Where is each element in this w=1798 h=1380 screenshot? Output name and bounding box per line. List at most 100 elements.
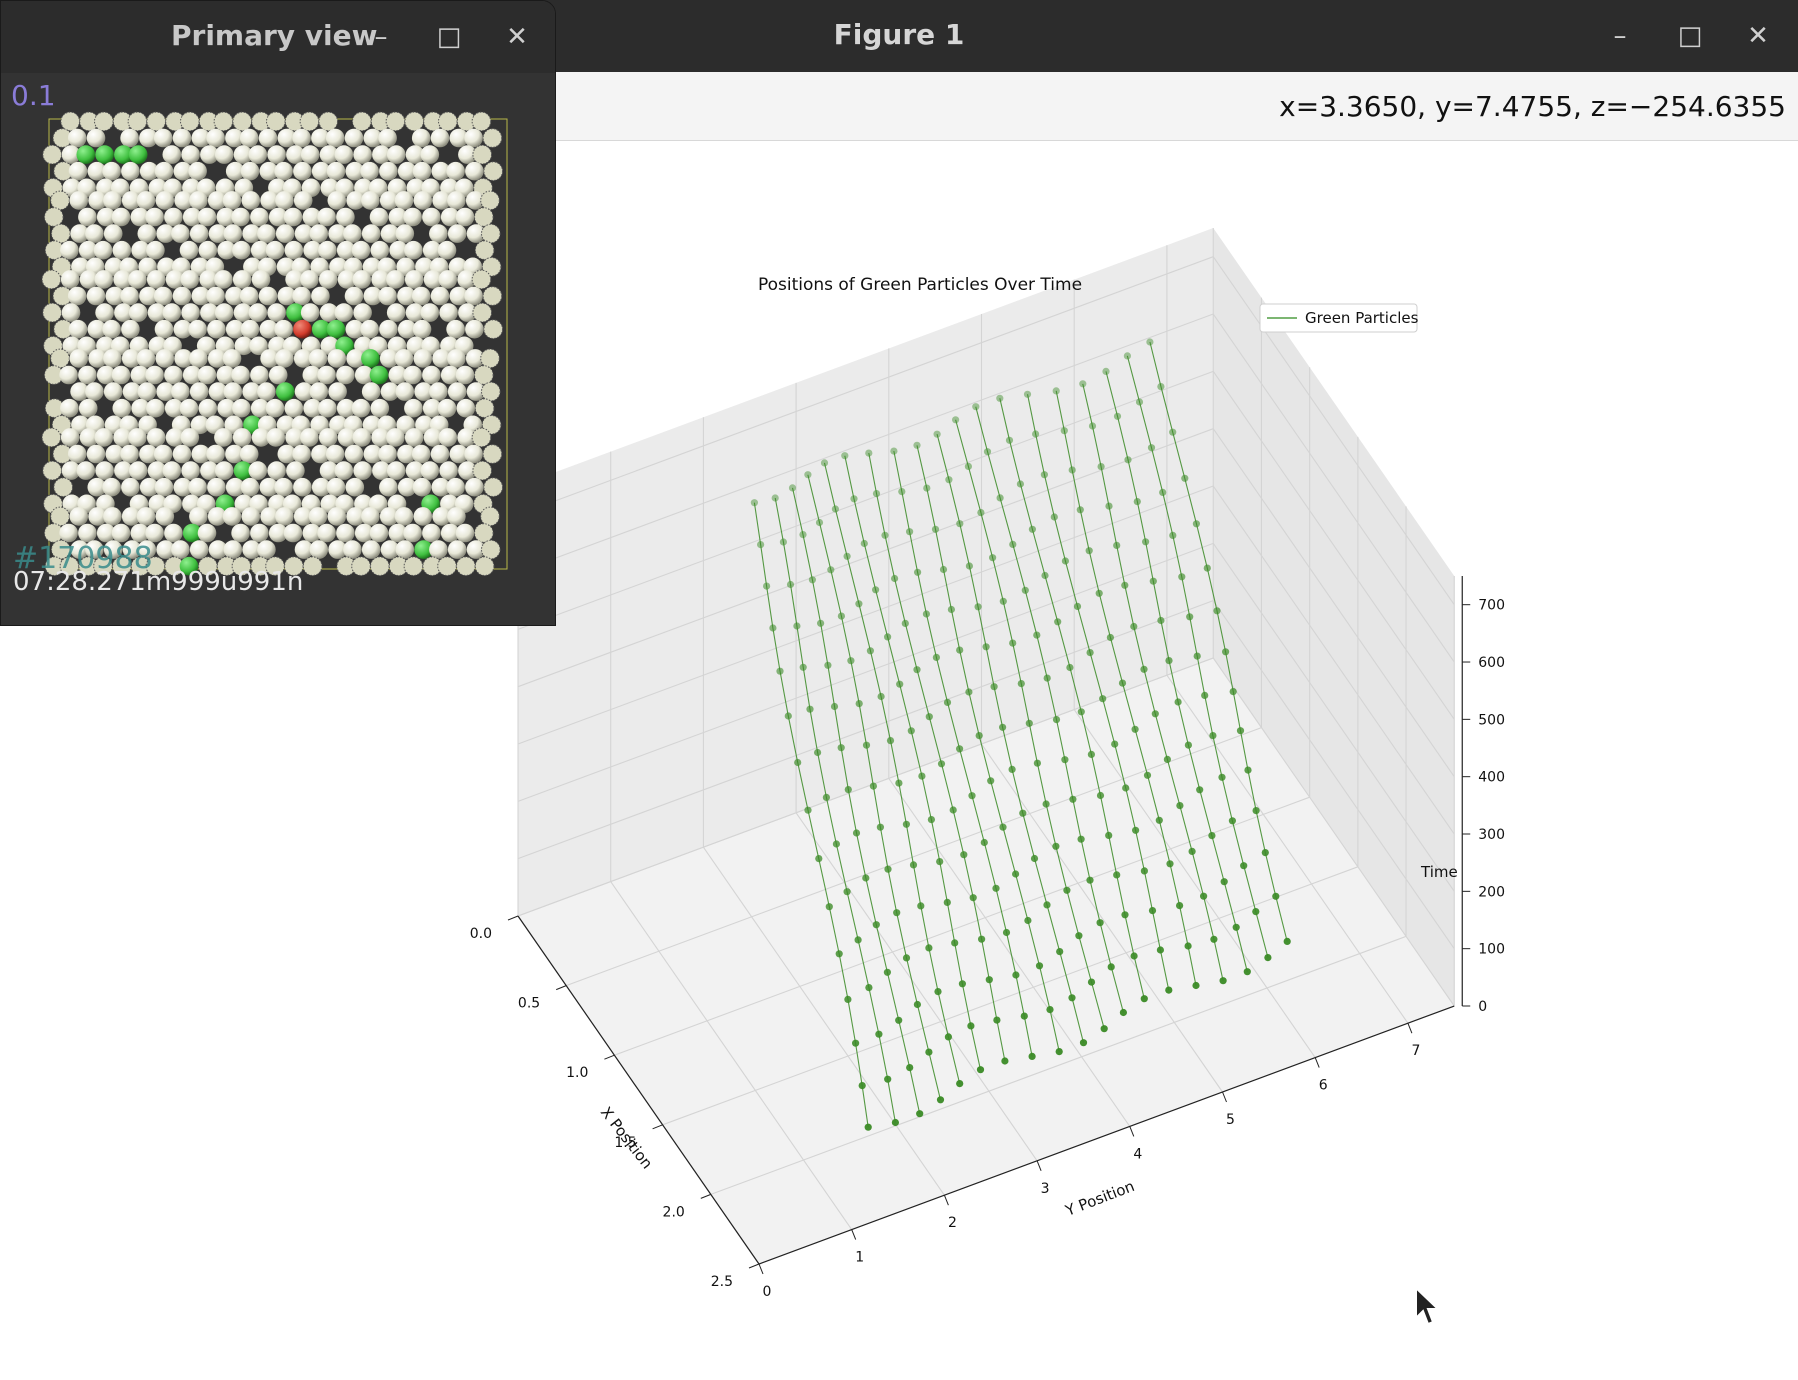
trajectory-point — [893, 909, 901, 917]
trajectory-point — [999, 823, 1007, 831]
trajectory-point — [1193, 652, 1201, 660]
white-particle — [214, 270, 233, 289]
y-grid-line — [610, 881, 853, 1230]
white-particle — [344, 444, 364, 464]
x-tick-mark — [556, 985, 567, 991]
white-particle — [96, 523, 116, 543]
white-particle — [96, 207, 116, 227]
trajectory-point — [1042, 800, 1050, 808]
trajectory-point — [1024, 916, 1032, 925]
white-particle — [360, 161, 379, 181]
white-particle — [422, 365, 441, 385]
white-particle — [102, 161, 121, 181]
y-tick-label: 5 — [1226, 1112, 1235, 1128]
trajectory-point — [1228, 817, 1236, 825]
trajectory-point — [980, 838, 988, 847]
white-particle — [85, 382, 104, 401]
white-particle — [394, 507, 414, 526]
white-particle — [372, 461, 391, 480]
boundary-particle — [302, 556, 323, 577]
white-particle — [147, 303, 167, 322]
particle-simulation-canvas[interactable] — [1, 73, 555, 625]
white-particle — [326, 161, 346, 181]
trajectory-point — [855, 600, 863, 608]
white-particle — [181, 461, 200, 480]
white-particle — [173, 477, 193, 497]
white-particle — [447, 382, 467, 401]
maximize-icon[interactable]: □ — [1677, 21, 1703, 51]
minimize-icon[interactable]: – — [374, 22, 388, 52]
white-particle — [85, 540, 104, 559]
y-tick-mark — [1407, 1023, 1413, 1034]
trajectory-point — [1174, 698, 1182, 706]
trajectory-point — [913, 666, 921, 674]
white-particle — [293, 507, 313, 526]
white-particle — [422, 240, 442, 260]
close-icon[interactable]: ✕ — [1747, 21, 1769, 51]
y-tick-label: 0 — [763, 1284, 772, 1300]
trajectory-point — [1017, 680, 1025, 688]
white-particle — [388, 207, 408, 227]
white-particle — [189, 540, 209, 559]
white-particle — [293, 191, 313, 210]
white-particle — [260, 191, 279, 210]
boundary-particle — [198, 556, 218, 577]
z-tick-label: 300 — [1478, 827, 1505, 843]
white-particle — [465, 319, 484, 339]
y-tick-label: 6 — [1319, 1078, 1328, 1094]
white-particle — [336, 523, 355, 543]
white-particle — [326, 477, 346, 497]
trajectory-point — [927, 816, 936, 824]
white-particle — [346, 349, 365, 368]
x-grid-line — [662, 866, 1359, 1126]
trajectory-point — [1200, 892, 1208, 900]
white-particle — [277, 128, 297, 148]
white-particle — [404, 398, 423, 418]
white-particle — [85, 224, 104, 243]
white-particle — [283, 523, 303, 543]
white-particle — [440, 365, 460, 385]
trajectory-point — [788, 484, 797, 492]
boundary-particle — [351, 556, 371, 577]
white-particle — [225, 286, 244, 306]
x-grid-line — [566, 727, 1262, 987]
green-particle — [182, 523, 202, 543]
z-grid-line — [1212, 600, 1455, 949]
white-particle — [241, 507, 261, 526]
trajectory-point — [825, 903, 833, 911]
trajectory-point — [1012, 870, 1020, 878]
white-particle — [189, 507, 208, 526]
white-particle — [88, 191, 107, 210]
white-particle — [309, 382, 329, 401]
trajectory-point — [1181, 474, 1189, 482]
white-particle — [120, 128, 139, 148]
boundary-particle — [482, 444, 503, 464]
white-particle — [380, 540, 400, 559]
trajectory-point — [1121, 581, 1129, 589]
white-particle — [351, 240, 371, 260]
series-green-particles — [750, 338, 1291, 1131]
trajectory-point — [1033, 759, 1041, 767]
y-tick-mark — [851, 1229, 857, 1240]
trajectory-point — [1032, 430, 1040, 438]
close-icon[interactable]: ✕ — [506, 22, 528, 52]
primary-view-titlebar[interactable]: Primary view – □ ✕ — [1, 1, 555, 73]
white-particle — [145, 365, 164, 385]
trajectory-point — [832, 840, 841, 848]
trajectory-point — [1023, 390, 1032, 398]
trajectory-point — [1272, 892, 1280, 900]
trajectory-point — [1222, 648, 1230, 656]
trajectory-point — [1264, 954, 1272, 962]
maximize-icon[interactable]: □ — [436, 22, 462, 52]
white-particle — [395, 224, 415, 243]
white-particle — [328, 224, 347, 243]
white-particle — [277, 444, 297, 464]
white-particle — [60, 398, 79, 418]
white-particle — [214, 303, 234, 322]
z-grid-line — [517, 600, 1214, 860]
x-tick-label: 2.0 — [663, 1204, 685, 1220]
white-particle — [361, 224, 381, 243]
minimize-icon[interactable]: – — [1613, 21, 1627, 51]
trajectory-point — [934, 988, 942, 996]
